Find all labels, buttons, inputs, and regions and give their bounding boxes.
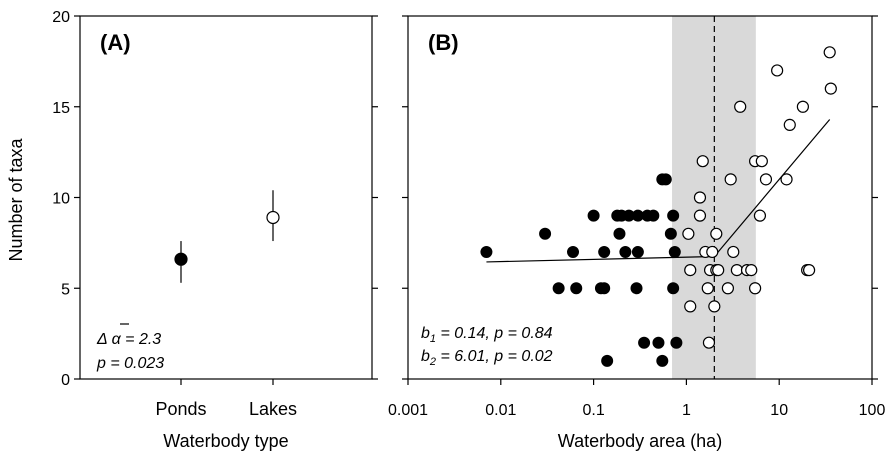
anno-alpha-bar: α xyxy=(112,331,122,348)
panel-b-pond-point xyxy=(667,209,680,222)
anno-b1-b: b xyxy=(421,325,430,342)
panel-a-y-tick-label: 10 xyxy=(52,191,70,208)
panel-b-pond-point xyxy=(652,336,665,349)
panel-b-x-tick-label: 0.001 xyxy=(388,402,428,419)
panel-b-pond-point xyxy=(619,245,632,258)
panel-a-y-tick-label: 5 xyxy=(61,281,70,298)
panel-b-lake-point xyxy=(721,282,734,295)
panel-b-lake-point xyxy=(710,227,723,240)
panel-b-lake-point xyxy=(712,264,725,277)
panel-a-annotation-delta-alpha: Δ α = 2.3 xyxy=(96,331,161,348)
panel-b-lake-point xyxy=(696,155,709,168)
panel-b-lake-point xyxy=(730,264,743,277)
anno-delta-value: = 2.3 xyxy=(121,331,162,348)
panel-b-pond-point xyxy=(670,336,683,349)
panel-b-x-tick-label: 0.1 xyxy=(582,402,604,419)
anno-b2-sub: 2 xyxy=(429,356,436,368)
anno-delta: Δ xyxy=(96,331,112,348)
panel-b-lake-point xyxy=(771,64,784,77)
panel-b-pond-point xyxy=(630,282,643,295)
panel-b-annotation-b2: b2 = 6.01, p = 0.02 xyxy=(421,348,553,368)
panel-b-annotation-b1: b1 = 0.14, p = 0.84 xyxy=(421,325,553,345)
panel-b-pond-point xyxy=(638,336,651,349)
panel-b-lake-point xyxy=(755,155,768,168)
panel-b-pond-point xyxy=(613,227,626,240)
panel-a-point-lakes xyxy=(266,210,280,225)
panel-b-lake-point xyxy=(727,245,740,259)
panel-b-lake-point xyxy=(684,300,697,313)
panel-b-pond-point xyxy=(659,173,672,186)
panel-b-lake-point xyxy=(803,264,816,277)
panel-b-lake-point xyxy=(708,300,721,313)
panel-b-lake-point xyxy=(684,264,697,277)
panel-b-pond-point xyxy=(480,245,493,258)
panel-b-lake-point xyxy=(724,173,737,186)
anno-b2-b: b xyxy=(421,348,430,365)
panel-b-lake-point xyxy=(753,209,767,222)
panel-b-lake-point xyxy=(749,282,762,295)
panel-b-x-tick-label: 100 xyxy=(859,402,886,419)
panel-b-pond-point xyxy=(598,245,611,258)
panel-a-annotation-p: p = 0.023 xyxy=(96,355,164,372)
panel-a-y-tick-label: 20 xyxy=(52,9,70,26)
panel-b-x-tick-label: 1 xyxy=(682,402,691,419)
panel-b-x-tick-label: 10 xyxy=(770,402,788,419)
panel-b-lake-point xyxy=(682,227,695,240)
panel-b-pond-point xyxy=(598,282,611,295)
panel-a-point-ponds xyxy=(174,252,188,266)
panel-b-lake-point xyxy=(702,336,716,349)
panel-b-lake-point xyxy=(693,191,707,204)
panel-b-pond-point xyxy=(668,245,681,258)
panel-b-x-axis-title: Waterbody area (ha) xyxy=(558,431,722,451)
panel-b: Waterbody area (ha) b1 = 0.14, p = 0.84 … xyxy=(388,15,886,451)
panel-b-pond-point xyxy=(552,282,565,295)
panel-b-x-tick-label: 0.01 xyxy=(485,402,516,419)
panel-b-lake-point xyxy=(693,209,707,222)
anno-b1-sub: 1 xyxy=(430,333,436,345)
panel-b-pond-point xyxy=(647,209,660,222)
panel-b-lake-point xyxy=(734,100,747,113)
panel-b-label: (B) xyxy=(428,30,459,55)
panel-b-pond-point xyxy=(664,227,677,240)
panel-b-pond-point xyxy=(631,245,644,258)
panel-a-label: (A) xyxy=(100,30,131,55)
panel-b-lake-point xyxy=(796,100,809,113)
panel-a-x-axis-title: Waterbody type xyxy=(163,431,288,451)
panel-b-lake-point xyxy=(824,82,837,95)
panel-b-lake-point xyxy=(783,118,796,132)
panel-b-lake-point xyxy=(745,264,758,277)
panel-b-lake-point xyxy=(706,245,719,259)
panel-b-lake-point xyxy=(701,282,714,295)
y-axis-title: Number of taxa xyxy=(6,137,26,261)
anno-b2-rest: = 6.01, p = 0.02 xyxy=(436,348,553,365)
panel-b-lake-point xyxy=(759,173,773,186)
panel-a-y-tick-label: 15 xyxy=(52,100,70,117)
panel-b-lake-point xyxy=(823,46,836,59)
panel-b-band-group xyxy=(672,16,756,379)
anno-b1-rest: = 0.14, p = 0.84 xyxy=(436,325,553,342)
panel-b-fit-line xyxy=(713,119,831,257)
panel-b-pond-point xyxy=(601,354,614,367)
panel-b-pond-point xyxy=(587,209,600,222)
panel-b-pond-point xyxy=(667,282,680,295)
panel-a-x-tick-label: Lakes xyxy=(249,399,297,419)
panel-b-pond-point xyxy=(539,227,552,240)
panel-b-pond-point xyxy=(570,282,583,295)
panel-b-pond-point xyxy=(656,354,669,367)
panel-b-lake-point xyxy=(780,173,793,186)
panel-a: (A) Waterbody type Δ α = 2.3 p = 0.023 0… xyxy=(52,9,378,451)
panel-a-y-tick-label: 0 xyxy=(61,372,70,389)
panel-a-x-tick-label: Ponds xyxy=(155,399,206,419)
panel-b-pond-point xyxy=(567,245,580,258)
